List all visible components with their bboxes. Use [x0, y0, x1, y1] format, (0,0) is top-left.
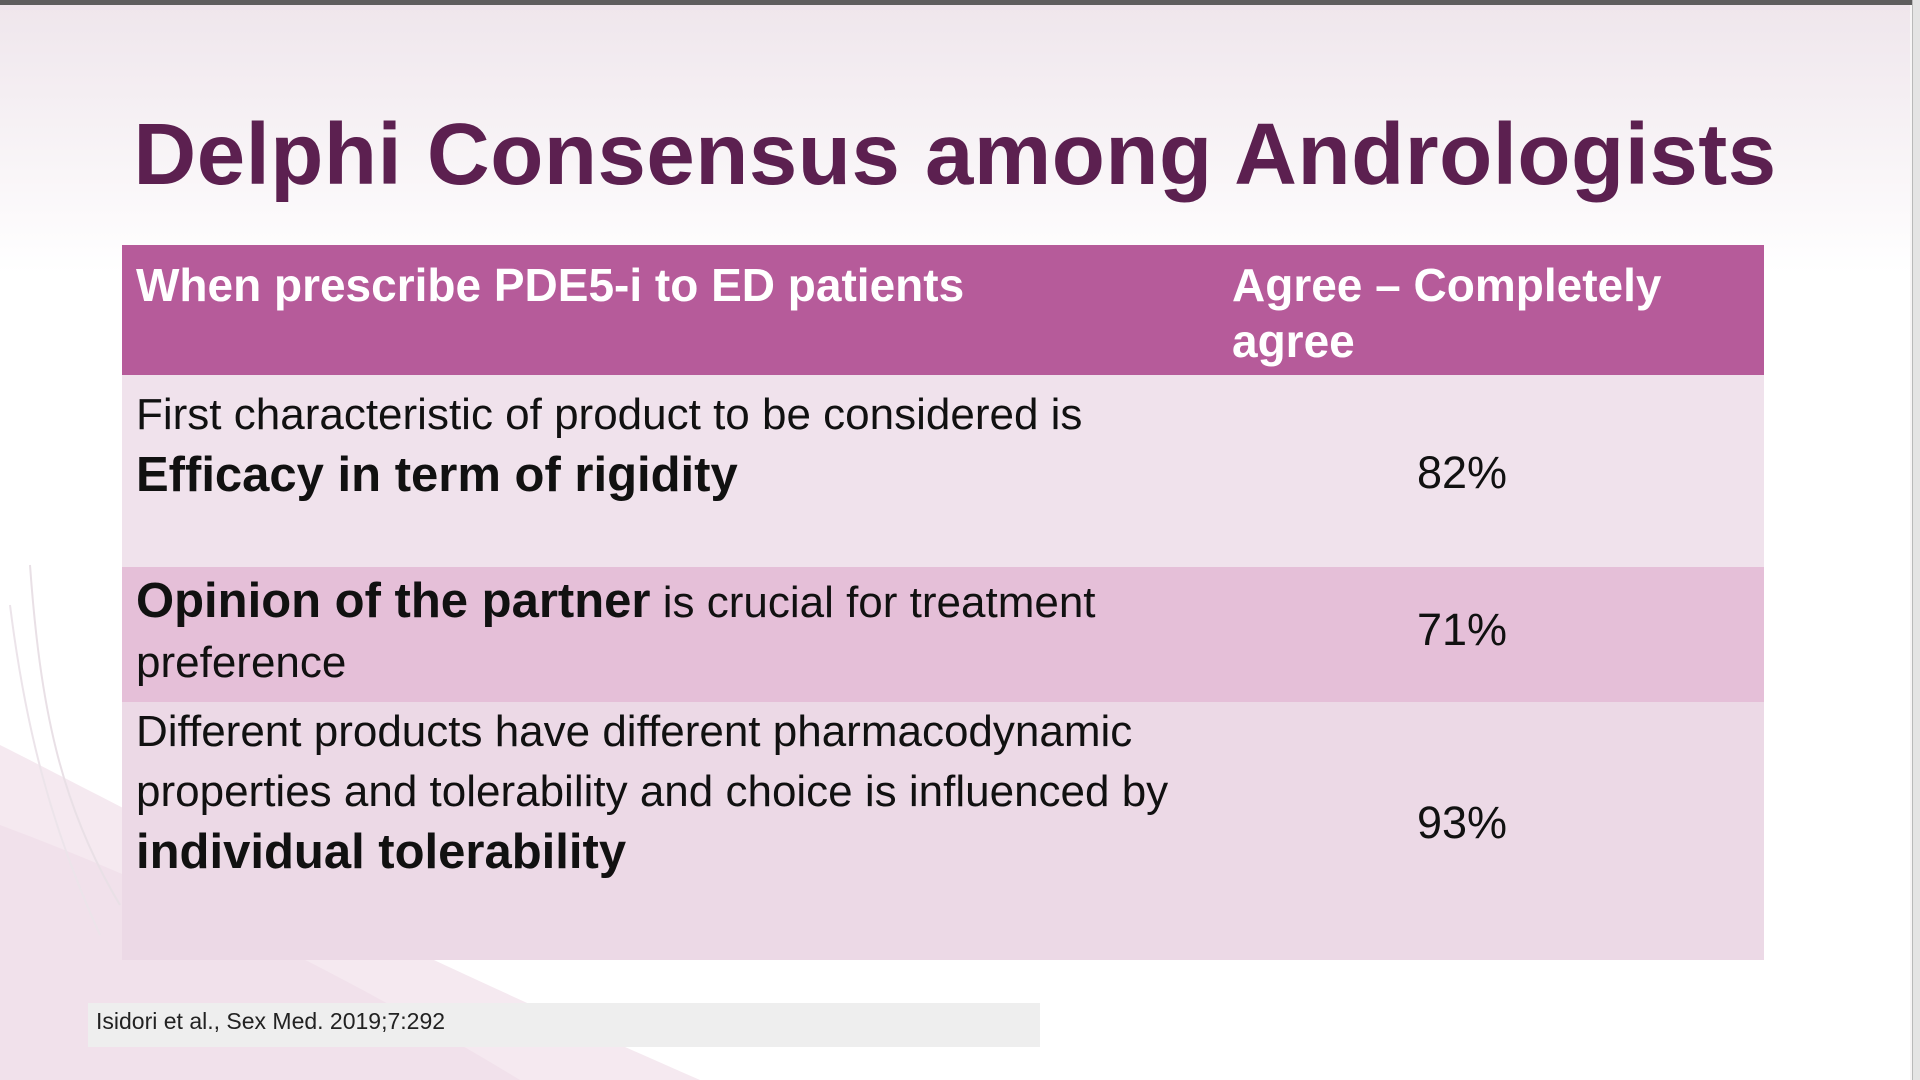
table-row: Opinion of the partner is crucial for tr… — [122, 567, 1764, 702]
window-right-edge — [1912, 0, 1920, 1080]
statement-emphasis: individual tolerability — [136, 825, 627, 879]
slide: Delphi Consensus among Andrologists When… — [0, 5, 1910, 1080]
row-statement: Opinion of the partner is crucial for tr… — [136, 571, 1216, 693]
statement-text: is crucial for treatment preference — [136, 578, 1096, 687]
header-statement: When prescribe PDE5-i to ED patients — [136, 259, 965, 311]
row-statement: First characteristic of product to be co… — [136, 385, 1216, 507]
consensus-table: When prescribe PDE5-i to ED patients Agr… — [122, 245, 1764, 960]
table-row: First characteristic of product to be co… — [122, 375, 1764, 567]
statement-emphasis: Efficacy in term of rigidity — [136, 448, 738, 502]
row-agreement-value: 71% — [1416, 604, 1508, 655]
table-header-row: When prescribe PDE5-i to ED patients Agr… — [122, 245, 1764, 375]
header-agreement: Agree – Completely agree — [1232, 259, 1662, 367]
citation-background — [88, 1003, 1040, 1047]
citation: Isidori et al., Sex Med. 2019;7:292 — [96, 1008, 446, 1034]
row-statement: Different products have different pharma… — [136, 702, 1216, 884]
slide-title: Delphi Consensus among Andrologists — [133, 106, 1777, 203]
statement-text: Different products have different pharma… — [136, 707, 1169, 816]
row-agreement-value: 82% — [1416, 447, 1508, 498]
statement-text: First characteristic of product to be co… — [136, 390, 1083, 439]
window-top-edge — [0, 0, 1920, 5]
table-row: Different products have different pharma… — [122, 702, 1764, 960]
statement-emphasis: Opinion of the partner — [136, 574, 651, 628]
row-agreement-value: 93% — [1416, 797, 1508, 848]
